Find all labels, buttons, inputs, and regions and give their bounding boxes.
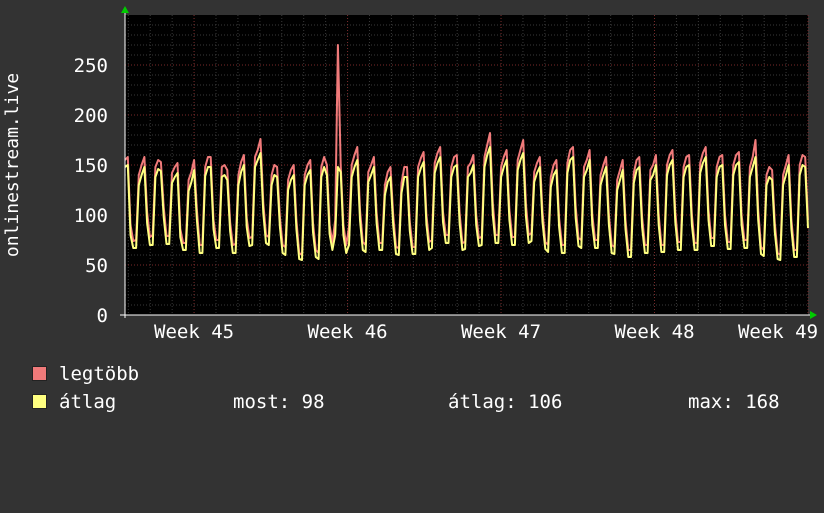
x-tick-label: Week 48 [614,321,694,343]
series-lines [124,44,809,261]
legend-swatch-max [32,366,47,381]
stat-maximum: max: 168 [688,391,780,413]
series-line-1 [124,146,809,261]
y-tick-label: 250 [74,55,108,77]
y-axis-label: onlinestream.live [2,73,23,257]
legend-swatch-avg [32,394,47,409]
y-axis-arrow-icon [121,6,129,13]
x-axis-arrow-icon [810,311,817,319]
axes [120,6,817,319]
legend-label-max: legtöbb [59,363,140,385]
legend-row-max: legtöbb [32,364,812,384]
x-tick-label: Week 47 [461,321,541,343]
y-tick-label: 150 [74,155,108,177]
legend-row-avg: átlag most: 98 átlag: 106 max: 168 [32,392,812,412]
y-tick-label: 0 [97,305,108,327]
legend-label-avg: átlag [59,391,117,413]
x-tick-label: Week 45 [154,321,234,343]
plot-area [125,15,808,315]
y-tick-label: 100 [74,205,108,227]
stat-current: most: 98 [233,391,325,413]
x-tick-labels: Week 45 Week 46 Week 47 Week 48 Week 49 [154,321,818,343]
y-tick-labels: 0 50 100 150 200 250 [74,55,108,327]
y-tick-label: 200 [74,105,108,127]
stat-average: átlag: 106 [448,391,563,413]
y-tick-label: 50 [85,255,108,277]
x-tick-label: Week 49 [738,321,818,343]
x-tick-label: Week 46 [308,321,388,343]
